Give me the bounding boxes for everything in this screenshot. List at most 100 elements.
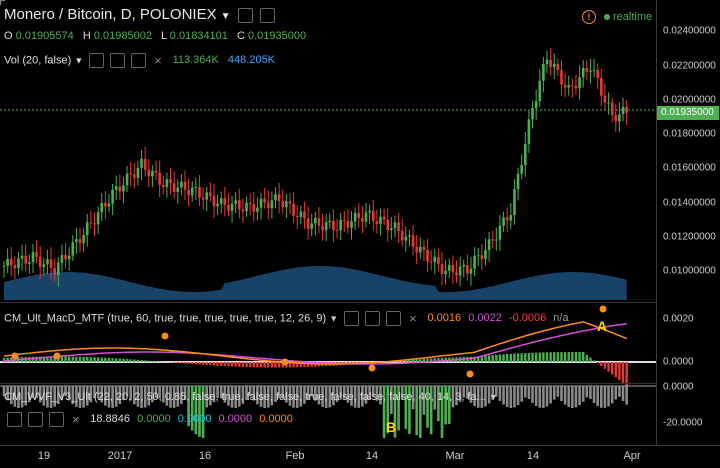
candle-body (71, 242, 74, 256)
macd-cross-dot (369, 365, 376, 372)
macd-histogram-bar (224, 362, 226, 366)
eye-icon[interactable] (7, 412, 22, 427)
realtime-label: realtime (613, 11, 652, 23)
candle-body (455, 272, 458, 275)
price-tick: 0.01800000 (663, 129, 716, 140)
symbol-title[interactable]: Monero / Bitcoin, D, POLONIEX▼ (4, 6, 275, 23)
candle-body (336, 230, 339, 231)
macd-histogram-bar (560, 352, 562, 362)
wvf-label: CM_WVF_V3_Ult (22, 20, 2, 50, 0.85, fals… (4, 391, 486, 403)
macd-histogram-bar (180, 362, 182, 363)
chevron-down-icon[interactable]: ▼ (74, 55, 83, 65)
open-value: 0.01905574 (16, 30, 74, 42)
candle-body (484, 250, 487, 259)
macd-histogram-bar (195, 362, 197, 364)
warning-icon[interactable]: ! (582, 10, 596, 24)
candle-body (394, 222, 397, 228)
macd-histogram-bar (510, 354, 512, 362)
candle-body (593, 70, 596, 71)
macd-histogram-bar (82, 357, 84, 362)
pane-divider-wvf[interactable] (0, 383, 656, 384)
macd-histogram-bar (568, 352, 570, 362)
wvf-bar (582, 386, 585, 402)
candle-body (397, 222, 400, 231)
chevron-down-icon[interactable]: ▼ (221, 11, 231, 22)
candle-body (567, 85, 570, 87)
macd-histogram-bar (502, 354, 504, 362)
candle-body (90, 222, 93, 223)
candle-body (126, 174, 129, 186)
candle-body (318, 218, 321, 226)
volume-legend[interactable]: Vol (20, false) ▼ × 113.364K 448.205K (4, 53, 275, 68)
candle-body (423, 247, 426, 250)
macd-histogram-bar (528, 353, 530, 362)
settings-icon[interactable] (28, 412, 43, 427)
add-icon[interactable] (49, 412, 64, 427)
chevron-down-icon[interactable]: ▼ (489, 392, 498, 402)
compare-icon[interactable] (260, 8, 275, 23)
add-icon[interactable] (131, 53, 146, 68)
candle-body (191, 188, 194, 195)
candle-body (582, 68, 585, 77)
add-icon[interactable] (386, 311, 401, 326)
candle-body (379, 217, 382, 224)
macd-legend[interactable]: CM_Ult_MacD_MTF (true, 60, true, true, t… (4, 311, 569, 326)
macd-histogram-bar (513, 354, 515, 362)
macd-histogram-bar (187, 362, 189, 364)
macd-cross-dot (282, 359, 289, 366)
candle-body (560, 70, 563, 85)
candle-body (618, 114, 621, 121)
candle-body (321, 226, 324, 231)
wvf-values[interactable]: × 18.8846 0.0000 0.0000 0.0000 0.0000 (4, 412, 293, 427)
macd-cross-dot (162, 333, 169, 340)
price-axis[interactable]: 0.02400000 0.02200000 0.02000000 0.01800… (656, 0, 720, 445)
candle-body (292, 204, 295, 216)
macd-histogram-bar (582, 352, 584, 362)
wvf-bar (510, 386, 513, 408)
candle-body (64, 255, 67, 259)
realtime-indicator[interactable]: ! realtime (582, 10, 652, 24)
high-value: 0.01985002 (94, 30, 152, 42)
macd-histogram-bar (531, 353, 533, 362)
candle-body (549, 60, 552, 67)
candle-body (133, 174, 136, 177)
pane-divider-macd[interactable] (0, 302, 656, 303)
settings-icon[interactable] (365, 311, 380, 326)
candle-body (17, 259, 20, 269)
candle-body (412, 235, 415, 247)
candle-body (452, 265, 455, 272)
macd-histogram-bar (517, 353, 519, 362)
macd-histogram-bar (108, 358, 110, 362)
chart-area[interactable]: Monero / Bitcoin, D, POLONIEX▼ O 0.01905… (0, 0, 656, 445)
wvf-legend[interactable]: CM_WVF_V3_Ult (22, 20, 2, 50, 0.85, fals… (4, 391, 498, 403)
candle-body (122, 185, 125, 191)
macd-histogram-bar (202, 362, 204, 365)
eye-icon[interactable] (89, 53, 104, 68)
close-icon[interactable]: × (407, 312, 418, 325)
candle-body (213, 196, 216, 206)
candle-body (93, 223, 96, 224)
close-icon[interactable]: × (70, 413, 81, 426)
candle-body (61, 255, 64, 263)
candle-body (180, 182, 183, 188)
macd-histogram-bar (539, 353, 541, 362)
wvf-bar (506, 386, 509, 407)
macd-histogram-bar (557, 352, 559, 362)
macd-histogram-bar (564, 352, 566, 362)
candle-body (372, 211, 375, 221)
candle-body (383, 217, 386, 220)
macd-histogram-bar (520, 353, 522, 362)
settings-icon[interactable] (110, 53, 125, 68)
wvf-bar (625, 386, 628, 405)
candle-body (260, 199, 263, 208)
candle-body (14, 265, 17, 268)
close-icon[interactable]: × (153, 54, 164, 67)
eye-icon[interactable] (344, 311, 359, 326)
chevron-down-icon[interactable]: ▼ (329, 313, 338, 323)
macd-histogram-bar (600, 362, 602, 366)
macd-histogram-bar (553, 352, 555, 362)
macd-histogram-bar (488, 355, 490, 362)
candle-body (401, 231, 404, 241)
settings-icon[interactable] (238, 8, 253, 23)
time-axis[interactable]: 19 2017 16 Feb 14 Mar 14 Apr (0, 445, 720, 468)
